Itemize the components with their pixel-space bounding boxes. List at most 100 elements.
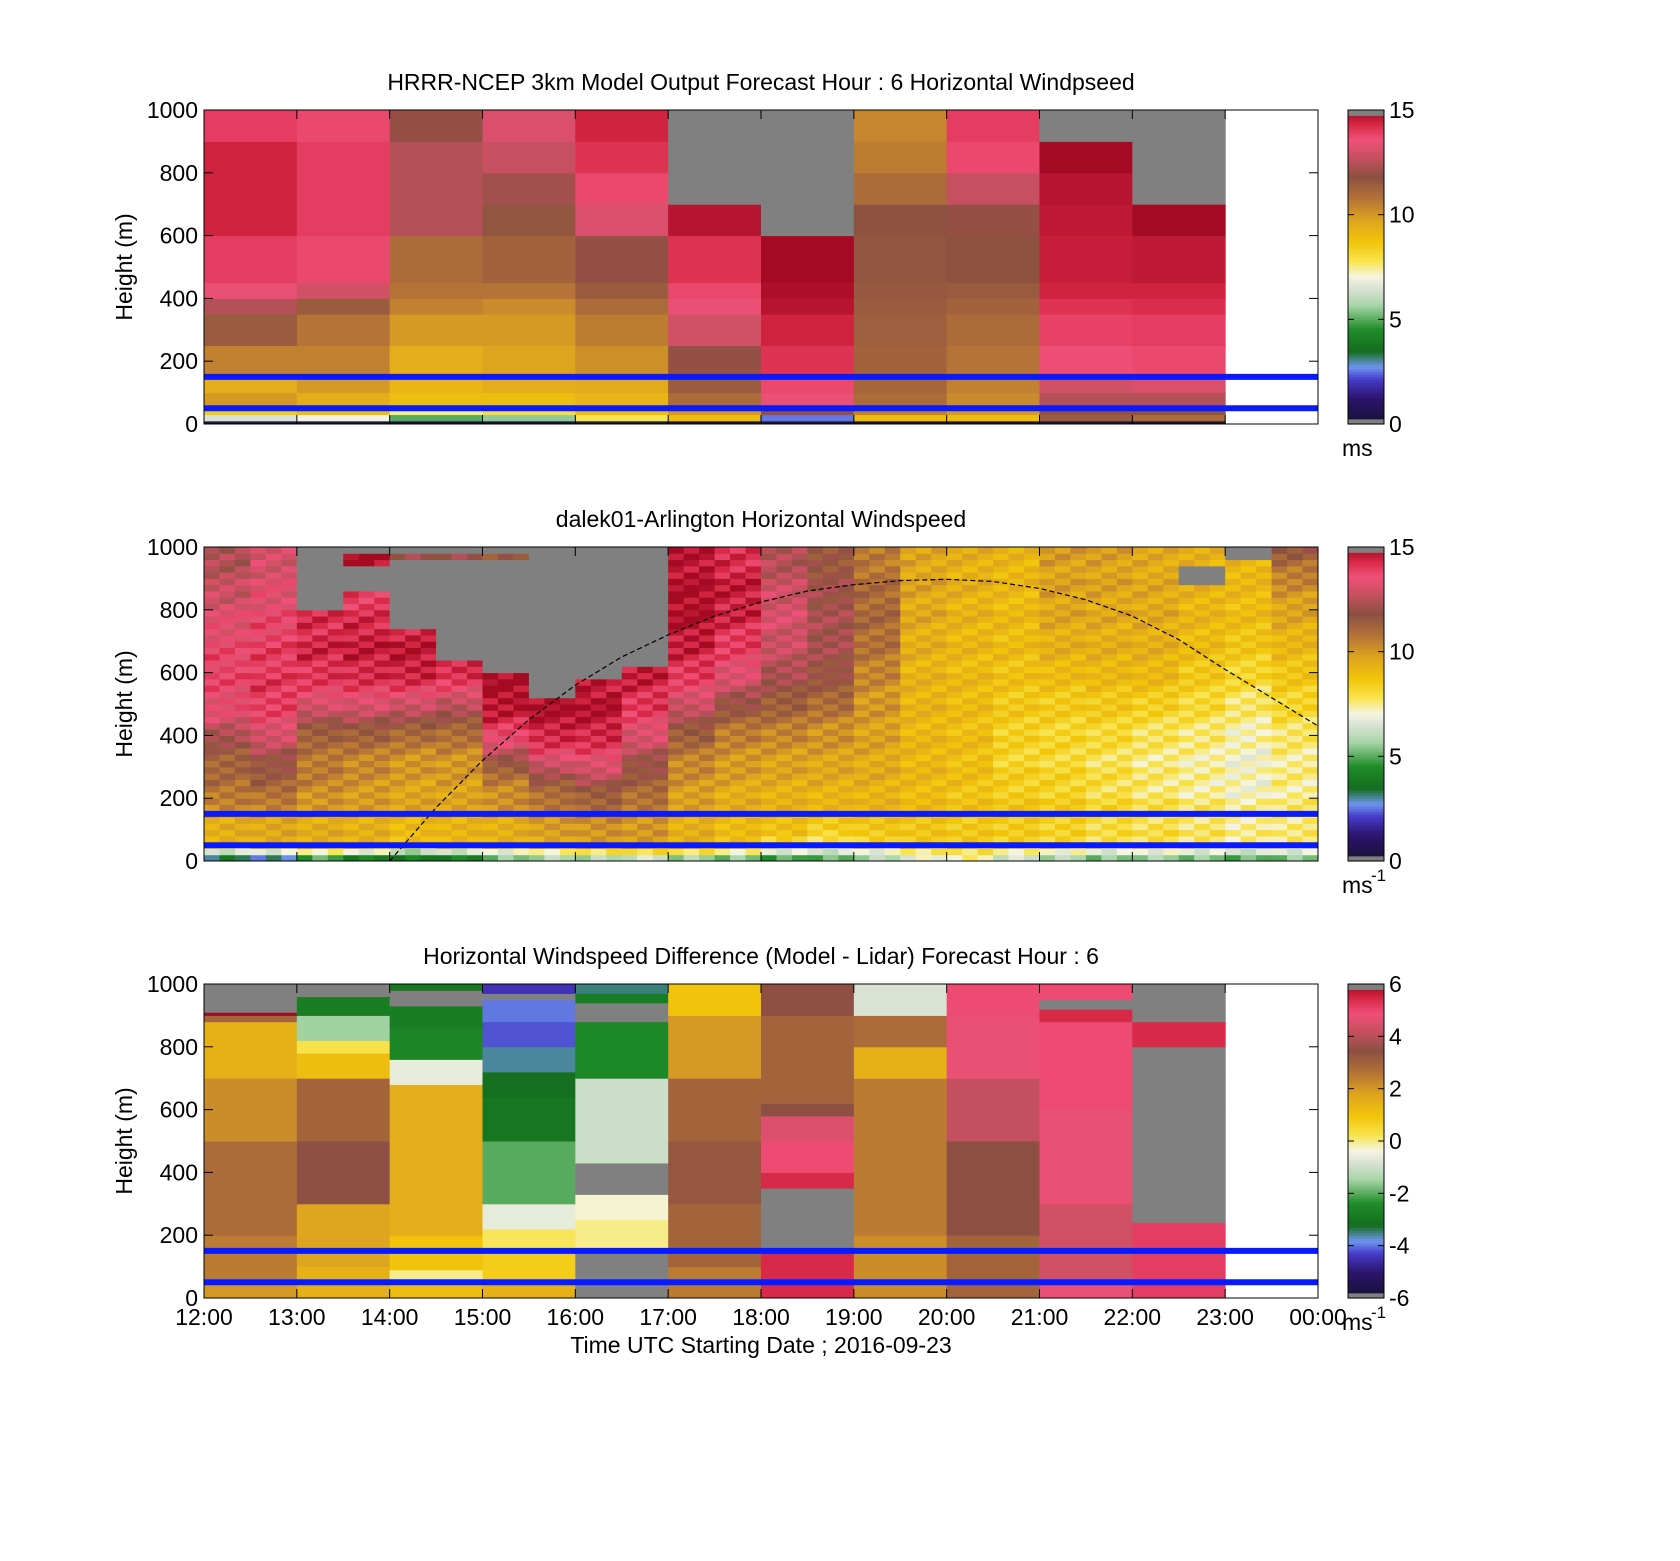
heatmap-cell <box>265 735 282 743</box>
heatmap-cell <box>977 785 994 793</box>
heatmap-cell <box>451 741 468 749</box>
heatmap-cell <box>946 848 963 856</box>
heatmap-cell <box>761 754 777 762</box>
heatmap-cell <box>482 392 576 406</box>
heatmap-cell <box>343 735 360 743</box>
heatmap-cell <box>250 854 267 862</box>
colorbar-segment <box>1348 413 1384 417</box>
heatmap-cell <box>312 572 329 579</box>
heatmap-cell <box>884 704 901 711</box>
heatmap-cell <box>931 817 948 824</box>
heatmap-cell <box>1209 553 1226 561</box>
heatmap-cell <box>1085 760 1102 768</box>
heatmap-cell <box>931 804 948 812</box>
heatmap-cell <box>931 597 948 605</box>
heatmap-cell <box>1132 553 1149 561</box>
heatmap-cell <box>467 578 483 586</box>
heatmap-cell <box>374 823 391 831</box>
heatmap-cell <box>1271 773 1288 780</box>
heatmap-cell <box>776 823 793 831</box>
heatmap-cell <box>590 804 607 812</box>
heatmap-cell <box>296 110 391 142</box>
heatmap-cell <box>1225 766 1242 774</box>
colorbar-segment <box>1348 235 1384 239</box>
heatmap-cell <box>853 172 948 205</box>
heatmap-cell <box>853 590 870 598</box>
heatmap-cell <box>544 553 561 561</box>
heatmap-cell <box>1287 779 1304 787</box>
heatmap-cell <box>1024 685 1040 692</box>
colorbar-segment <box>1348 685 1384 689</box>
heatmap-cell <box>791 817 808 824</box>
heatmap-cell <box>374 704 391 711</box>
heatmap-cell <box>559 697 576 705</box>
heatmap-cell <box>761 1141 855 1173</box>
heatmap-cell <box>1240 766 1257 774</box>
heatmap-cell <box>1256 823 1273 831</box>
heatmap-cell <box>714 634 731 642</box>
heatmap-cell <box>436 691 453 699</box>
heatmap-cell <box>621 722 638 730</box>
colorbar-segment <box>1348 1122 1384 1126</box>
heatmap-cell <box>513 766 530 774</box>
heatmap-cell <box>1101 691 1118 699</box>
heatmap-cell <box>1008 609 1025 617</box>
heatmap-cell <box>1302 722 1319 730</box>
x-tick-label: 00:00 <box>1289 1304 1347 1330</box>
heatmap-cell <box>575 672 592 680</box>
heatmap-cell <box>699 779 716 787</box>
heatmap-cell <box>822 641 839 648</box>
heatmap-cell <box>374 791 391 799</box>
heatmap-cell <box>234 565 251 573</box>
heatmap-cell <box>1101 829 1118 837</box>
heatmap-cell <box>931 647 948 655</box>
heatmap-cell <box>590 609 607 617</box>
heatmap-cell <box>869 835 886 843</box>
heatmap-cell <box>1287 735 1304 743</box>
heatmap-cell <box>1101 798 1118 805</box>
heatmap-cell <box>761 235 855 284</box>
heatmap-cell <box>343 597 360 605</box>
heatmap-cell <box>343 741 360 749</box>
heatmap-cell <box>652 704 669 711</box>
heatmap-cell <box>1008 672 1025 680</box>
heatmap-cell <box>420 634 437 642</box>
heatmap-cell <box>730 704 747 711</box>
heatmap-cell <box>312 553 329 561</box>
heatmap-cell <box>946 235 1040 284</box>
heatmap-cell <box>451 672 468 680</box>
heatmap-cell <box>931 848 948 856</box>
colorbar-segment <box>1348 138 1384 142</box>
heatmap-cell <box>544 584 561 592</box>
heatmap-cell <box>1302 616 1319 623</box>
heatmap-cell <box>544 791 561 799</box>
heatmap-cell <box>265 798 282 805</box>
heatmap-cell <box>1054 716 1071 724</box>
heatmap-cell <box>668 760 685 768</box>
heatmap-cell <box>1287 766 1304 774</box>
heatmap-cell <box>1194 710 1211 718</box>
heatmap-cell <box>1225 760 1242 768</box>
heatmap-cell <box>1194 729 1211 736</box>
heatmap-cell <box>590 678 607 686</box>
heatmap-cell <box>1163 616 1180 623</box>
heatmap-cell <box>1101 854 1118 862</box>
heatmap-cell <box>637 716 654 724</box>
heatmap-cell <box>1116 609 1133 617</box>
heatmap-cell <box>791 559 808 567</box>
heatmap-cell <box>1116 747 1133 755</box>
heatmap-cell <box>405 685 422 692</box>
heatmap-cell <box>853 282 948 299</box>
heatmap-cell <box>884 653 901 661</box>
heatmap-cell <box>1116 590 1133 598</box>
heatmap-cell <box>606 735 623 743</box>
heatmap-cell <box>1024 565 1040 573</box>
heatmap-cell <box>761 603 777 611</box>
heatmap-cell <box>544 672 561 680</box>
heatmap-cell <box>1163 729 1180 736</box>
heatmap-cell <box>1178 817 1195 824</box>
heatmap-cell <box>234 798 251 805</box>
heatmap-cell <box>915 823 932 831</box>
heatmap-cell <box>389 990 483 1007</box>
heatmap-cell <box>838 804 855 812</box>
